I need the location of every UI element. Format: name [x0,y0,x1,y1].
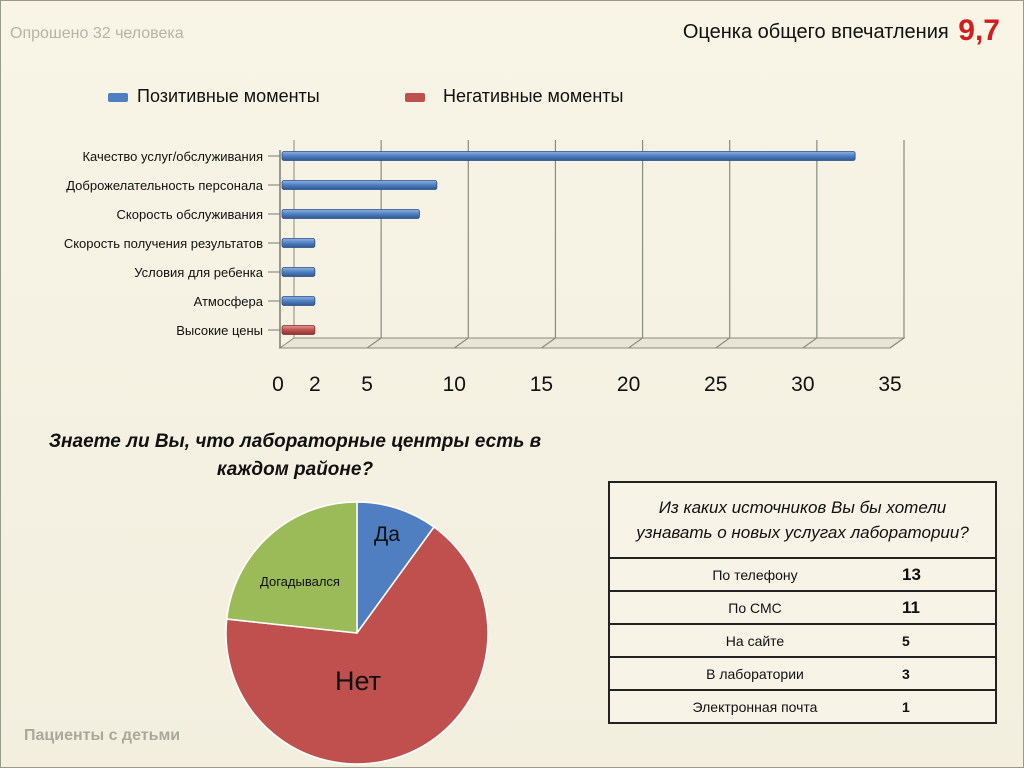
category-label: Скорость обслуживания [117,207,263,222]
category-label: Высокие цены [176,323,263,338]
pie-slice [225,501,358,634]
pie-slice-label: Да [374,523,400,546]
bar-positive [281,238,316,248]
table-row: Электронная почта 1 [608,689,997,724]
x-tick-label: 2 [309,373,321,396]
category-label: Скорость получения результатов [64,236,263,251]
x-tick-label: 0 [272,373,284,396]
category-label: Условия для ребенка [134,265,263,280]
pie-slice [225,525,489,765]
source-value: 3 [900,656,997,691]
pie-chart: Да Нет Догадывался [225,501,489,765]
sources-table: Из каких источников Вы бы хотели узнават… [608,481,997,724]
source-label: Электронная почта [608,689,900,724]
legend-label-negative: Негативные моменты [443,86,624,106]
gridline [802,140,818,349]
source-label: По СМС [608,590,900,625]
source-label: На сайте [608,623,900,658]
sources-table-question: Из каких источников Вы бы хотели узнават… [608,481,997,559]
footer-audience: Пациенты с детьми [24,727,181,744]
category-label: Атмосфера [194,294,264,309]
bar-positive [281,151,856,161]
source-label: В лаборатории [608,656,900,691]
gridline [366,140,382,349]
gridline [889,140,905,349]
legend-swatch-negative [405,93,425,102]
bar-positive [281,267,316,277]
x-tick-label: 10 [443,373,466,396]
pie-slice-label: Догадывался [260,574,340,589]
overall-rating-score: 9,7 [958,14,1000,47]
overall-rating: Оценка общего впечатления 9,7 [683,14,1000,48]
pie-slice [356,501,436,636]
source-label: По телефону [608,557,900,592]
table-row: В лаборатории 3 [608,656,997,691]
x-tick-label: 35 [878,373,901,396]
gridline [541,140,557,349]
legend-label-positive: Позитивные моменты [137,86,320,106]
bar-positive [281,180,438,190]
x-tick-label: 15 [530,373,553,396]
surveyed-count: Опрошено 32 человека [10,25,184,42]
source-value: 11 [900,590,997,625]
x-tick-label: 20 [617,373,640,396]
overall-rating-label: Оценка общего впечатления [682,21,949,43]
table-row: По телефону 13 [608,557,997,592]
gridline [453,140,469,349]
gridline [715,140,731,349]
category-label: Доброжелательность персонала [66,178,264,193]
pie-slice-label: Нет [335,666,381,696]
bar-positive [281,209,420,219]
bar-negative [281,325,316,335]
x-tick-label: 25 [704,373,727,396]
source-value: 13 [900,557,997,592]
x-tick-label: 30 [791,373,814,396]
category-label: Качество услуг/обслуживания [82,149,263,164]
x-tick-label: 5 [361,373,373,396]
legend-swatch-positive [108,93,128,102]
bar-positive [281,296,316,306]
gridline [628,140,644,349]
source-value: 5 [900,623,997,658]
table-row: На сайте 5 [608,623,997,658]
source-value: 1 [900,689,997,724]
table-row: По СМС 11 [608,590,997,625]
pie-chart-title: Знаете ли Вы, что лабораторные центры ес… [48,431,542,480]
